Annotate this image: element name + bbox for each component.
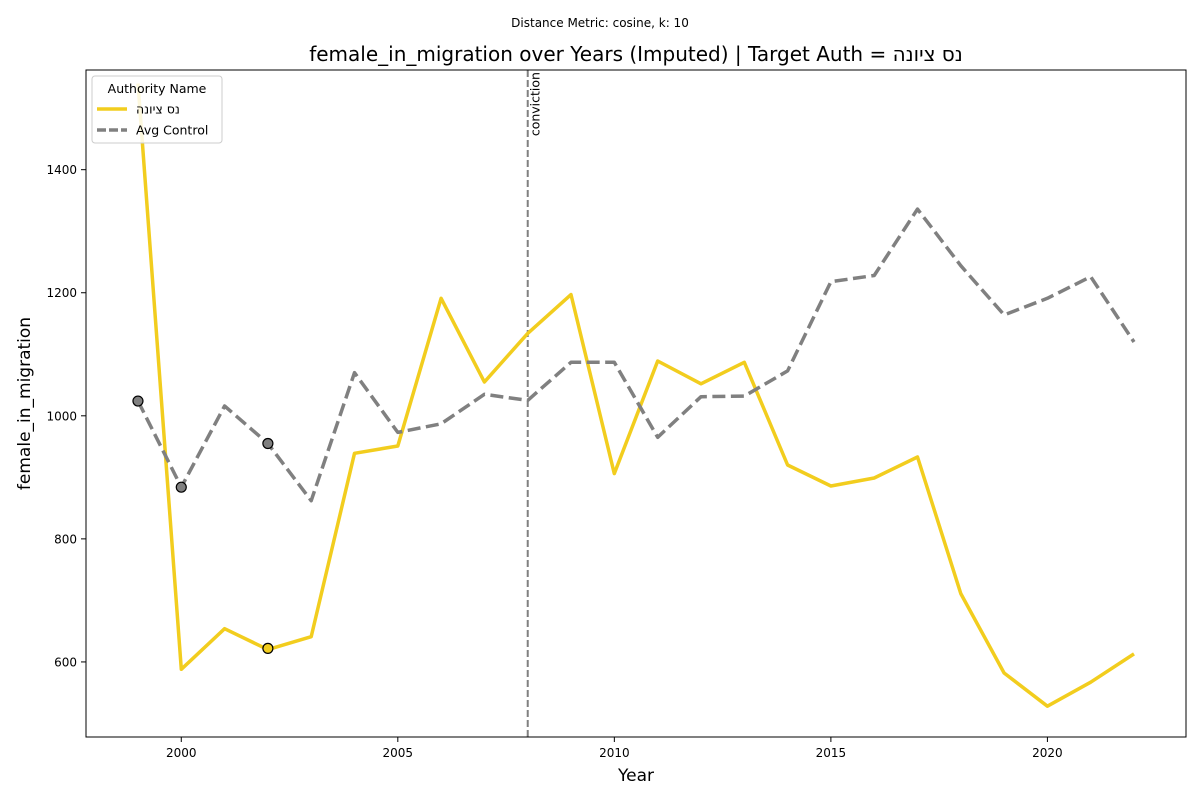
- legend-box: [91, 75, 223, 144]
- imputed-marker: [175, 481, 187, 493]
- conviction-label: conviction: [528, 72, 543, 136]
- x-axis-label: Year: [617, 766, 654, 786]
- chart-suptitle: Distance Metric: cosine, k: 10: [511, 16, 689, 30]
- imputed-marker: [132, 395, 144, 407]
- x-tick-label: 2015: [816, 746, 847, 760]
- y-tick-label: 1000: [46, 409, 77, 423]
- legend-label-target: נס ציונה: [136, 102, 180, 117]
- legend-label-control: Avg Control: [136, 123, 208, 138]
- x-tick-label: 2000: [166, 746, 197, 760]
- y-axis-label: female_in_migration: [15, 317, 35, 490]
- y-tick-label: 1400: [46, 163, 77, 177]
- y-tick-label: 600: [54, 655, 77, 669]
- imputed-marker: [262, 642, 274, 654]
- series-line-control: [136, 207, 1136, 503]
- x-tick-label: 2020: [1032, 746, 1063, 760]
- y-tick-label: 1200: [46, 286, 77, 300]
- legend: Authority Name נס ציונה Avg Control: [91, 75, 223, 144]
- plot-frame: [85, 69, 1187, 738]
- series-group: [136, 83, 1136, 708]
- imputed-marker: [262, 437, 274, 450]
- y-tick-label: 800: [54, 532, 77, 546]
- legend-title: Authority Name: [108, 81, 207, 96]
- x-tick-label: 2005: [383, 746, 414, 760]
- chart-title: female_in_migration over Years (Imputed)…: [309, 42, 963, 66]
- x-tick-label: 2010: [599, 746, 630, 760]
- series-line-target: [136, 83, 1135, 708]
- plot-area: conviction 2000 2005 2010 2015 2020 600 800 1000…: [46, 69, 1187, 760]
